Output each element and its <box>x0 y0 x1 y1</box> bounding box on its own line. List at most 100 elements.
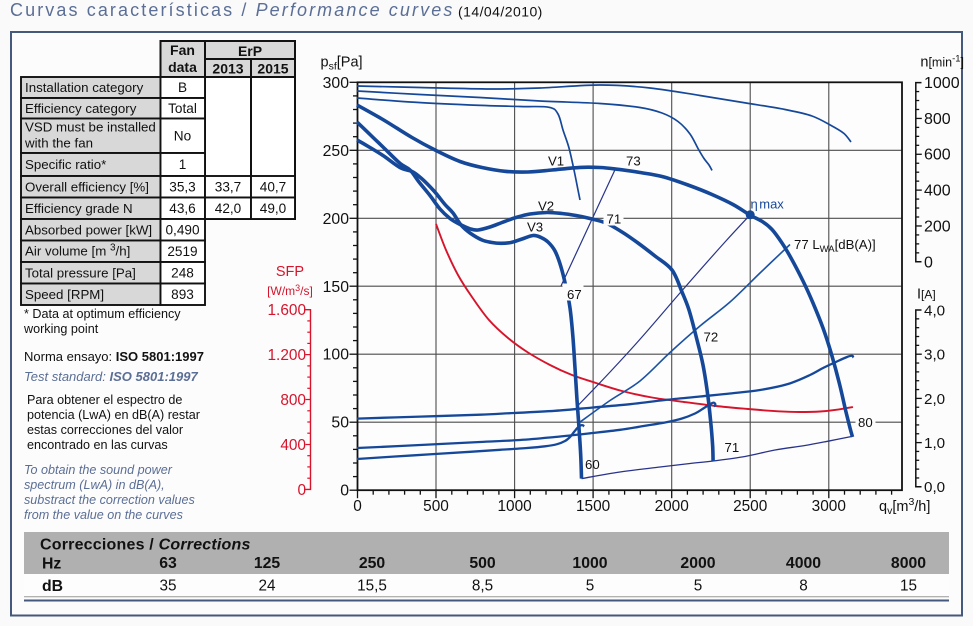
svg-text:SFP: SFP <box>276 264 304 280</box>
svg-text:71: 71 <box>725 440 740 455</box>
svg-text:2000: 2000 <box>655 498 689 515</box>
svg-text:71: 71 <box>607 212 622 227</box>
svg-text:2015: 2015 <box>257 61 288 77</box>
svg-text:49,0: 49,0 <box>260 201 287 216</box>
svg-text:40,7: 40,7 <box>260 179 286 194</box>
svg-text:Fan: Fan <box>170 42 195 58</box>
svg-text:200: 200 <box>323 211 350 228</box>
svg-text:No: No <box>174 128 191 143</box>
svg-text:60: 60 <box>585 457 600 472</box>
svg-text:400: 400 <box>280 437 306 454</box>
svg-text:4,0: 4,0 <box>924 302 945 319</box>
svg-text:3000: 3000 <box>812 498 846 515</box>
svg-text:800: 800 <box>924 111 951 128</box>
svg-text:1000: 1000 <box>572 555 607 572</box>
svg-text:Correcciones / Corrections: Correcciones / Corrections <box>40 537 251 554</box>
svg-text:8,5: 8,5 <box>472 578 493 595</box>
svg-text:63: 63 <box>159 555 177 572</box>
svg-text:(14/04/2010): (14/04/2010) <box>458 3 543 19</box>
svg-text:2013: 2013 <box>212 61 243 77</box>
svg-text:43,6: 43,6 <box>169 201 195 216</box>
svg-text:5: 5 <box>694 578 703 595</box>
svg-text:Installation category: Installation category <box>25 80 144 95</box>
svg-text:1: 1 <box>179 157 187 172</box>
svg-text:[W/m3/s]: [W/m3/s] <box>267 283 313 298</box>
svg-text:50: 50 <box>331 415 349 432</box>
svg-text:0,0: 0,0 <box>924 479 945 496</box>
svg-text:from the value on the curves: from the value on the curves <box>24 508 184 522</box>
svg-text:1.200: 1.200 <box>267 347 306 364</box>
svg-text:35: 35 <box>159 578 176 595</box>
svg-text:0: 0 <box>297 482 306 499</box>
svg-text:V3: V3 <box>527 220 543 235</box>
svg-text:0: 0 <box>340 483 349 500</box>
svg-text:250: 250 <box>323 143 350 160</box>
svg-text:2500: 2500 <box>733 498 767 515</box>
svg-text:Efficiency category: Efficiency category <box>25 101 137 116</box>
svg-text:VSD must be installed: VSD must be installed <box>25 120 156 135</box>
svg-text:1000: 1000 <box>924 75 960 92</box>
svg-text:* Data at optimum efficiency: * Data at optimum efficiency <box>24 307 181 321</box>
svg-text:2000: 2000 <box>680 555 715 572</box>
svg-text:1,0: 1,0 <box>924 435 945 452</box>
svg-text:Hz: Hz <box>42 556 61 573</box>
svg-text:Specific ratio*: Specific ratio* <box>25 157 106 172</box>
svg-text:248: 248 <box>171 265 194 280</box>
svg-text:100: 100 <box>323 347 350 364</box>
svg-text:Air volume [m 3/h]: Air volume [m 3/h] <box>25 243 130 259</box>
svg-text:0: 0 <box>924 254 933 271</box>
svg-text:8000: 8000 <box>891 555 926 572</box>
svg-text:150: 150 <box>323 279 350 296</box>
svg-text:psf[Pa]: psf[Pa] <box>321 55 363 73</box>
svg-text:V2: V2 <box>538 199 554 214</box>
svg-text:encontrado en las curvas: encontrado en las curvas <box>27 438 168 452</box>
svg-text:1500: 1500 <box>576 498 610 515</box>
svg-text:0,490: 0,490 <box>165 222 199 237</box>
svg-text:qv[m3/h]: qv[m3/h] <box>879 496 930 517</box>
svg-text:300: 300 <box>323 75 350 92</box>
svg-text:80: 80 <box>858 415 873 430</box>
svg-text:Norma ensayo: ISO 5801:1997: Norma ensayo: ISO 5801:1997 <box>24 349 204 364</box>
svg-text:Efficiency grade N: Efficiency grade N <box>25 201 133 216</box>
svg-text:Curvas características / Perfo: Curvas características / Performance cur… <box>10 0 454 20</box>
svg-text:35,3: 35,3 <box>169 179 195 194</box>
svg-text:Test standard: ISO 5801:1997: Test standard: ISO 5801:1997 <box>24 369 198 384</box>
svg-text:Para obtener el espectro de: Para obtener el espectro de <box>27 393 182 407</box>
svg-text:250: 250 <box>359 555 386 572</box>
svg-text:dB: dB <box>42 578 63 595</box>
svg-text:estas correcciones del valor: estas correcciones del valor <box>27 423 183 437</box>
svg-text:with the fan: with the fan <box>24 136 93 151</box>
svg-text:2519: 2519 <box>167 244 197 259</box>
svg-text:data: data <box>168 59 197 75</box>
svg-text:I[A]: I[A] <box>917 287 936 303</box>
svg-text:3,0: 3,0 <box>924 347 945 364</box>
svg-text:Absorbed power [kW]: Absorbed power [kW] <box>25 222 152 237</box>
svg-text:5: 5 <box>586 578 595 595</box>
svg-text:1.600: 1.600 <box>267 302 306 319</box>
svg-text:67: 67 <box>567 287 582 302</box>
svg-text:800: 800 <box>280 392 306 409</box>
svg-text:Total pressure [Pa]: Total pressure [Pa] <box>25 265 136 280</box>
svg-text:4000: 4000 <box>786 555 821 572</box>
svg-text:V1: V1 <box>548 154 564 169</box>
svg-text:0: 0 <box>353 498 362 515</box>
svg-text:893: 893 <box>171 287 194 302</box>
svg-text:spectrum (LwA) in dB(A),: spectrum (LwA) in dB(A), <box>24 478 165 492</box>
svg-text:15: 15 <box>900 578 917 595</box>
svg-text:200: 200 <box>924 219 951 236</box>
svg-text:73: 73 <box>626 154 641 169</box>
svg-text:Speed [RPM]: Speed [RPM] <box>25 287 104 302</box>
svg-text:500: 500 <box>469 555 496 572</box>
svg-text:potencia (LwA) en dB(A) restar: potencia (LwA) en dB(A) restar <box>27 408 200 422</box>
svg-text:Overall efficiency [%]: Overall efficiency [%] <box>25 179 149 194</box>
svg-text:1000: 1000 <box>497 498 531 515</box>
svg-text:Total: Total <box>168 101 197 116</box>
svg-text:working point: working point <box>23 322 99 336</box>
svg-text:42,0: 42,0 <box>215 201 242 216</box>
svg-text:2,0: 2,0 <box>924 391 945 408</box>
svg-text:8: 8 <box>799 578 808 595</box>
svg-text:400: 400 <box>924 183 951 200</box>
svg-text:To obtain the sound power: To obtain the sound power <box>24 463 173 477</box>
svg-text:77 LWA[dB(A)]: 77 LWA[dB(A)] <box>794 237 876 255</box>
